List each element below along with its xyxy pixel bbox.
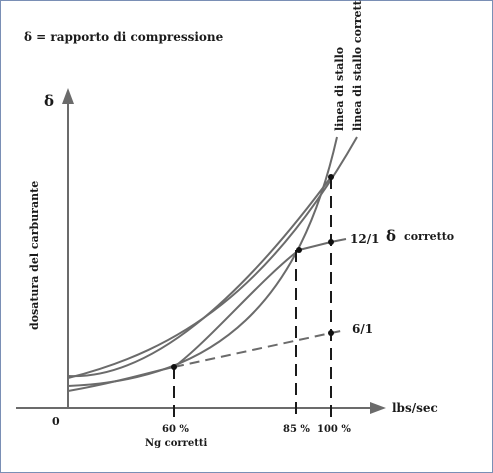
point-100-12 [328, 239, 334, 245]
y-axis-label: dosatura del carburante [28, 181, 41, 330]
x-tick-60: 60 % [162, 424, 189, 435]
point-85 [296, 247, 302, 253]
corrected-stall-line-label: linea di stallo corretta [351, 0, 364, 131]
ratio-6-label: 6/1 [352, 322, 373, 336]
operating-curve-lower [67, 249, 300, 392]
x-caption: Ng corretti [145, 438, 208, 449]
y-axis-arrow-icon [62, 88, 74, 104]
origin-label: 0 [52, 415, 60, 428]
ratio-12-line [298, 238, 347, 251]
ratio-12-label: 12/1 [350, 232, 379, 246]
corrected-stall-line-curve [67, 136, 358, 379]
operating-curve-upper [67, 176, 332, 378]
legend-note: δ = rapporto di compressione [24, 30, 224, 44]
stall-line-label: linea di stallo [333, 47, 346, 131]
corrected-symbol: δ [386, 227, 396, 245]
point-100-6 [328, 330, 334, 336]
y-axis-symbol: δ [44, 92, 54, 110]
x-tick-85: 85 % [283, 424, 310, 435]
x-axis-arrow-icon [370, 402, 386, 414]
x-tick-100: 100 % [317, 424, 351, 435]
x-axis-label: lbs/sec [392, 401, 438, 415]
ratio-6-line [173, 329, 347, 368]
corrected-text: corretto [404, 230, 454, 243]
stall-intersection-point [328, 174, 334, 180]
point-60 [171, 364, 177, 370]
